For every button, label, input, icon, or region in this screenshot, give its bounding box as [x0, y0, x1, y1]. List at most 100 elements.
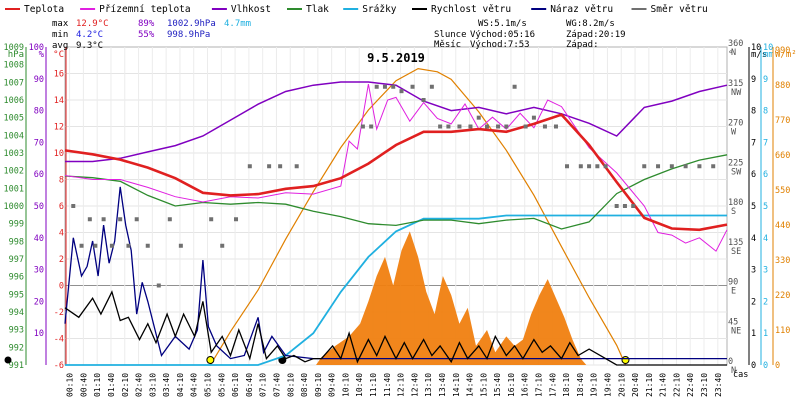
legend-item: Rychlost větru	[412, 4, 511, 15]
x-tick-label: 21:40	[659, 373, 668, 397]
wind-direction-point	[209, 217, 214, 222]
series-temperature	[64, 113, 728, 232]
wind-direction-point	[220, 243, 225, 248]
axis-unit-label: hPa	[8, 50, 24, 60]
axis-unit-label: °	[728, 50, 733, 60]
wind-direction-point	[247, 164, 252, 169]
axis-tick-label: 4	[59, 229, 64, 239]
wind-direction-point	[101, 217, 106, 222]
wind-direction-point	[523, 124, 528, 129]
axis-tick-label: 12	[54, 123, 64, 133]
x-tick-label: 10:40	[355, 373, 364, 397]
x-tick-label: 22:10	[672, 373, 681, 397]
axis-tick-label: 7	[763, 138, 768, 148]
series-radiation	[209, 67, 627, 366]
legend-label: Srážky	[362, 4, 397, 15]
axis-tick-label: 1006	[4, 96, 24, 106]
stats-row: avg 9.3°C	[52, 41, 103, 51]
legend-label: Přízemní teplota	[99, 4, 191, 15]
wind-direction-point	[504, 124, 509, 129]
x-tick-label: 19:40	[603, 373, 612, 397]
series-layer	[4, 67, 728, 366]
axis-tick-label: N	[731, 48, 736, 58]
legend-label: Rychlost větru	[431, 4, 511, 15]
axis-tick-label: 6	[763, 170, 768, 180]
wind-direction-point	[79, 243, 84, 248]
axis-tick-label: 30	[34, 266, 44, 276]
x-tick-label: 09:10	[314, 373, 323, 397]
axis-tick-label: 770	[775, 116, 790, 126]
axis-tick-label: 0	[751, 361, 756, 371]
wind-direction-point	[622, 204, 627, 208]
x-tick-label: 02:40	[135, 373, 144, 397]
series-humidity	[65, 81, 728, 163]
wind-direction-point	[669, 164, 674, 169]
wind-direction-point	[134, 217, 139, 222]
axis-tick-label: 1009	[4, 43, 24, 53]
stats-humidity: 55%	[138, 30, 155, 40]
axis-tick-label: W	[731, 128, 737, 138]
axis-tick-label: E	[731, 287, 736, 297]
x-tick-label: 21:10	[645, 373, 654, 397]
axis-tick-label: 10	[751, 43, 761, 53]
axis-tick-label: 45	[728, 317, 738, 327]
x-tick-label: 16:10	[507, 373, 516, 397]
stats-row: min 4.2°C 55% 998.9hPa	[52, 30, 210, 40]
x-tick-label: 18:40	[576, 373, 585, 397]
axis-tick-label: 6	[751, 170, 756, 180]
wind-direction-point	[178, 243, 183, 248]
legend-item: Náraz větru	[531, 4, 613, 15]
x-tick-label: 10:10	[341, 373, 350, 397]
axis-tick-label: 550	[775, 186, 790, 196]
wind-direction-point	[656, 164, 661, 169]
axis-tick-label: SW	[731, 167, 742, 177]
wind-direction-point	[711, 164, 716, 169]
moonset-info: Západ:	[566, 40, 599, 50]
x-tick-label: 06:10	[231, 373, 240, 397]
stats-temperature: 9.3°C	[76, 41, 103, 51]
series-wind-speed	[64, 290, 727, 366]
axis-tick-label: S	[731, 207, 736, 217]
wind-direction-point	[496, 124, 501, 129]
wind-direction-point	[438, 124, 443, 129]
stats-humidity: 89%	[138, 19, 155, 29]
axis-tick-label: 3	[763, 266, 768, 276]
stats-rain: 4.7mm	[224, 19, 251, 29]
stats-label: max	[52, 19, 69, 29]
axis-tick-label: 8	[763, 107, 768, 117]
x-tick-label: 20:10	[617, 373, 626, 397]
stats-temperature: 4.2°C	[76, 30, 103, 40]
legend-item: Vlhkost	[211, 4, 271, 15]
axis-pressure: 991 992 993 994 995 996 997 998 999 1000 1001 1002 1…	[4, 43, 27, 371]
axes: 9919929939949959969979989991000100110021…	[4, 39, 797, 397]
x-tick-label: 17:40	[548, 373, 557, 397]
x-tick-label: 14:40	[466, 373, 475, 397]
wind-direction-point	[446, 124, 451, 129]
moon-label: Měsíc	[434, 40, 461, 50]
axis-tick-label: 360	[728, 39, 743, 49]
axis-tick-label: 8	[751, 107, 756, 117]
axis-tick-label: 1003	[4, 149, 24, 159]
axis-tick-label: 5	[751, 202, 756, 212]
wind-direction-point	[109, 243, 114, 248]
x-tick-label: 11:10	[369, 373, 378, 397]
stats-pressure: 1002.9hPa	[167, 19, 216, 29]
axis-unit-label: %	[39, 50, 45, 60]
axis-tick-label: 1	[751, 329, 756, 339]
wind-direction-point	[603, 164, 608, 169]
legend-label: Směr větru	[651, 4, 708, 15]
wind-direction-point	[587, 164, 592, 169]
axis-tick-label: 16	[54, 70, 64, 80]
axis-tick-label: 880	[775, 81, 790, 91]
axis-tick-label: 660	[775, 151, 790, 161]
x-tick-label: 18:10	[562, 373, 571, 397]
wind-direction-point	[553, 124, 558, 129]
axis-tick-label: 90	[34, 75, 44, 85]
x-tick-label: 04:40	[190, 373, 199, 397]
sun-label: Slunce	[434, 30, 467, 40]
axis-tick-label: 10	[34, 329, 44, 339]
x-tick-label: 23:10	[700, 373, 709, 397]
wind-direction-point	[369, 124, 374, 129]
axis-tick-label: 3	[751, 266, 756, 276]
